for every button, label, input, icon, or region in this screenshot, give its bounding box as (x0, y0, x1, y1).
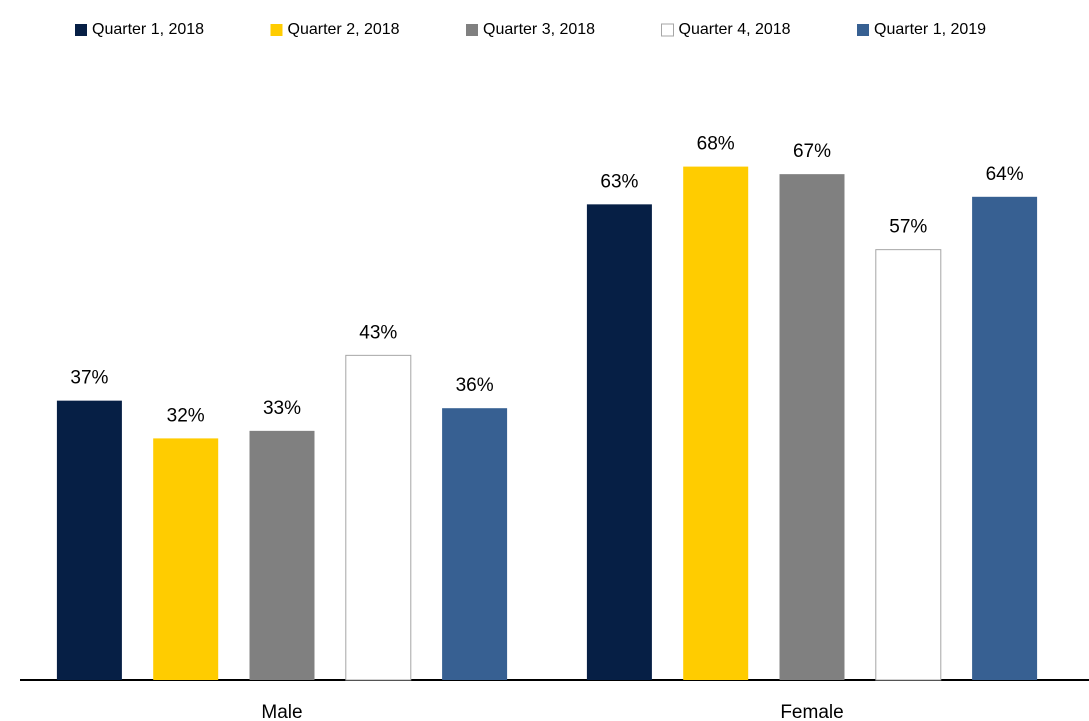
value-label: 64% (986, 164, 1024, 185)
bar (345, 354, 412, 681)
bar (442, 408, 508, 680)
legend-swatch (270, 24, 283, 36)
bar (972, 196, 1038, 681)
value-label: 68% (697, 134, 735, 155)
bar (875, 249, 942, 681)
legend-swatch (75, 24, 87, 36)
legend-label: Quarter 2, 2018 (288, 21, 400, 38)
x-tick-label: Male (261, 702, 302, 721)
legend-label: Quarter 3, 2018 (483, 21, 595, 38)
value-label: 63% (600, 171, 638, 192)
bar (153, 438, 219, 680)
bar (56, 400, 122, 680)
bar (683, 166, 749, 681)
value-label: 57% (889, 217, 927, 238)
value-label: 36% (456, 375, 494, 396)
value-label: 33% (263, 398, 301, 419)
x-tick-label: Female (780, 702, 843, 721)
value-label: 67% (793, 141, 831, 162)
bar (779, 174, 845, 680)
bar (586, 204, 652, 680)
legend-label: Quarter 1, 2018 (92, 21, 204, 38)
value-label: 37% (70, 368, 108, 389)
legend-swatch (857, 24, 869, 36)
bar (249, 430, 315, 680)
legend-label: Quarter 4, 2018 (679, 21, 791, 38)
value-label: 32% (167, 405, 205, 426)
legend-swatch (466, 24, 478, 36)
legend-label: Quarter 1, 2019 (874, 21, 986, 38)
legend-swatch (661, 23, 674, 37)
value-label: 43% (359, 322, 397, 343)
